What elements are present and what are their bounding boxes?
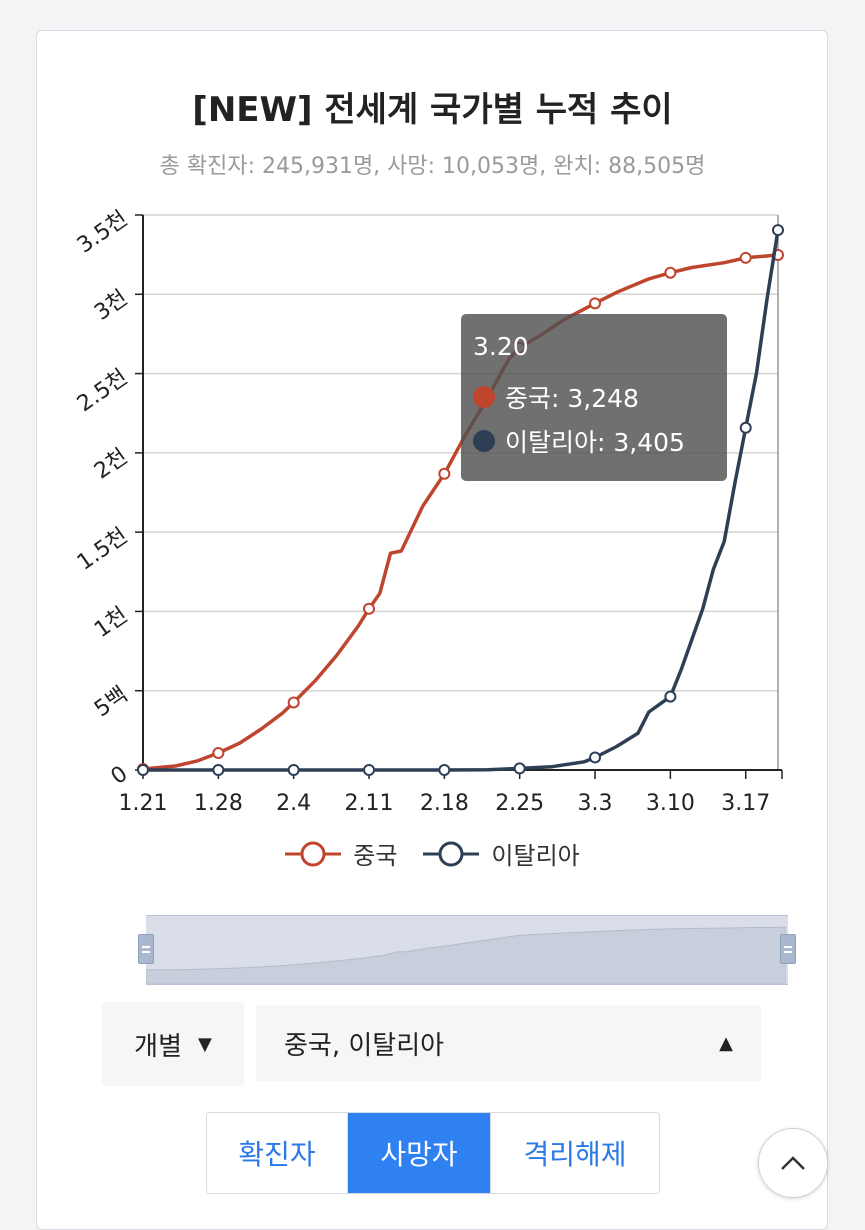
tooltip-row-italy: 이탈리아: 3,405	[473, 419, 727, 463]
data-point-china	[212, 747, 225, 760]
metric-tabs: 확진자 사망자 격리해제	[206, 1112, 660, 1194]
china-series-dot-icon	[473, 386, 495, 408]
data-point-italy	[363, 764, 376, 776]
x-tick-label: 1.28	[194, 791, 243, 816]
caret-up-icon: ▲	[719, 1032, 733, 1054]
zoom-slider-left-handle[interactable]	[138, 934, 154, 964]
italy-series-dot-icon	[473, 430, 495, 452]
tooltip-value-china: 중국: 3,248	[505, 384, 639, 413]
data-point-italy	[287, 764, 300, 776]
y-tick-label: 1천	[90, 603, 132, 643]
mode-select-value: 개별	[134, 1031, 182, 1062]
caret-down-icon: ▼	[198, 1033, 212, 1055]
data-point-italy	[513, 762, 526, 775]
y-tick-label: 3천	[90, 286, 132, 326]
data-point-italy	[212, 764, 225, 776]
y-tick-label: 5백	[90, 682, 132, 722]
x-tick-label: 2.25	[495, 791, 544, 816]
x-tick-label: 2.4	[276, 791, 311, 816]
series-line-italy	[143, 229, 780, 772]
legend-item-china[interactable]: 중국	[285, 836, 397, 871]
x-tick-label: 3.10	[646, 791, 695, 816]
legend-label-china: 중국	[353, 842, 398, 870]
tab-released[interactable]: 격리해제	[490, 1113, 659, 1193]
chevron-up-icon	[781, 1156, 805, 1170]
legend-label-italy: 이탈리아	[491, 842, 580, 870]
y-tick-label: 3.5천	[73, 206, 133, 258]
legend-china-marker-icon	[285, 841, 342, 866]
tab-confirmed[interactable]: 확진자	[207, 1113, 347, 1193]
x-tick-label: 2.18	[420, 791, 469, 816]
y-tick-label: 0	[107, 761, 133, 790]
data-point-china	[739, 251, 752, 264]
data-point-italy	[137, 764, 149, 776]
country-select[interactable]: 중국, 이탈리아 ▲	[256, 1005, 761, 1081]
legend-item-italy[interactable]: 이탈리아	[423, 836, 580, 871]
x-tick-label: 1.21	[119, 791, 168, 816]
x-tick-label: 3.17	[721, 791, 770, 816]
zoom-slider-right-handle[interactable]	[780, 934, 796, 964]
country-select-value: 중국, 이탈리아	[284, 1030, 445, 1061]
chart-tooltip: 3.20 중국: 3,248 이탈리아: 3,405	[461, 314, 727, 481]
tooltip-title: 3.20	[473, 332, 529, 361]
y-tick-label: 2.5천	[73, 365, 133, 417]
data-point-china	[438, 467, 451, 480]
data-point-italy	[438, 764, 451, 776]
data-point-italy	[772, 224, 784, 237]
zoom-slider-preview	[145, 926, 787, 985]
tooltip-value-italy: 이탈리아: 3,405	[505, 428, 685, 457]
data-point-china	[664, 266, 677, 279]
chart-legend: 중국 이탈리아	[0, 836, 865, 871]
data-point-italy	[589, 751, 602, 764]
series-line-china	[142, 253, 779, 771]
scroll-top-button[interactable]	[758, 1128, 828, 1198]
mode-select[interactable]: 개별 ▼	[102, 1002, 244, 1086]
y-tick-label: 2천	[90, 444, 132, 484]
x-tick-label: 2.11	[345, 791, 394, 816]
tab-deaths[interactable]: 사망자	[347, 1113, 490, 1193]
data-point-italy	[664, 690, 677, 703]
tooltip-row-china: 중국: 3,248	[473, 375, 727, 419]
chart-svg[interactable]: 0 5백 1천 1.5천 2천 2.5천 3천 3.5천 1.21 1.28 2.4 2.11 2.18…	[0, 0, 865, 1200]
chart-subtitle: 총 확진자: 245,931명, 사망: 10,053명, 완치: 88,505…	[159, 154, 706, 179]
y-tick-label: 1.5천	[73, 524, 133, 576]
x-tick-label: 3.3	[578, 791, 613, 816]
data-point-italy	[739, 421, 752, 434]
data-point-china	[287, 696, 300, 709]
zoom-slider[interactable]	[145, 915, 788, 985]
legend-italy-marker-icon	[423, 841, 480, 866]
data-point-china	[363, 602, 376, 615]
chart-title: [NEW] 전세계 국가별 누적 추이	[192, 90, 673, 130]
data-point-china	[589, 297, 602, 310]
